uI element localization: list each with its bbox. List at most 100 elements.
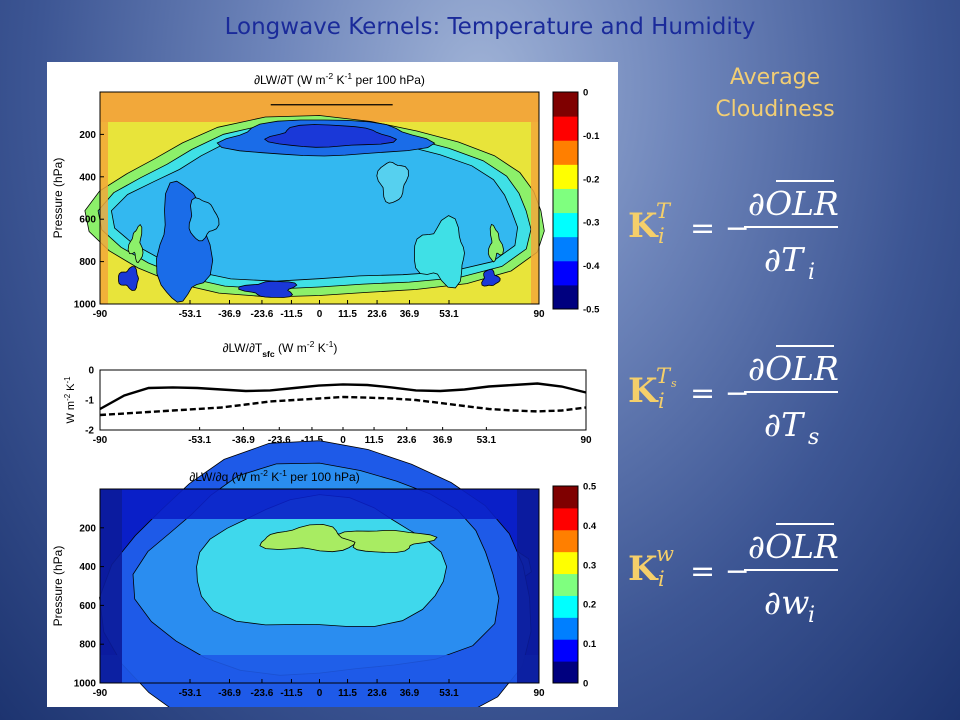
colorbar-tick-label-temperature: -0.4 [583,261,600,272]
line-series-dashed [99,395,587,417]
colorbar-tick-label-temperature: 0 [583,88,588,99]
panel-title-temperature: ∂LW/∂T (W m-2 K-1 per 100 hPa) [254,71,425,87]
heatmap-humidity [99,440,539,707]
numerator: ∂OLR [748,527,839,566]
y-tick-label-surface: 0 [88,366,94,377]
kernel-superscript: T [656,199,672,223]
y-axis-label-surface: W m-2 K-1 [63,376,78,424]
y-tick-label-temperature: 400 [79,172,96,183]
y-tick-label-surface: -1 [85,396,94,407]
kernel-subscript: i [658,567,665,591]
y-axis-label-humidity: Pressure (hPa) [51,546,65,627]
colorbar-tick-label-humidity: 0.3 [583,560,596,571]
x-tick-label-surface: 0 [340,435,346,446]
equals-minus: = − [690,554,750,589]
x-tick-label-surface: 90 [580,435,592,446]
contour-level-0.20 [487,223,505,263]
y-tick-label-humidity: 1000 [74,679,97,690]
denominator-subscript: i [808,603,815,628]
x-tick-label-humidity: -36.9 [218,688,241,699]
plot-frame-surface [99,369,587,431]
contour-level-0.40 [238,280,298,298]
x-tick-label-humidity: 36.9 [400,688,420,699]
y-tick-label-temperature: 800 [79,257,96,268]
colorbar-swatch-humidity [553,617,578,640]
kernel-figure: -90 -53.1 -36.9 -23.6 -11.5 0 11.5 23.6 36.9 53.1… [47,62,618,707]
x-tick-label-temperature: 11.5 [338,309,357,320]
denominator-subscript: s [808,425,819,450]
colorbar-swatch-temperature [553,236,578,262]
x-tick-label-temperature: 0 [317,309,323,320]
colorbar-swatch-humidity [553,507,578,531]
kernel-symbol: K [628,549,659,589]
colorbar-tick-label-temperature: -0.2 [583,174,599,185]
x-tick-label-humidity: 11.5 [338,688,357,699]
numerator: ∂OLR [748,184,839,223]
contour-edge-right [517,489,539,683]
kernel-superscript: w [656,542,674,566]
denominator-subscript: i [808,260,815,285]
x-tick-label-humidity: 90 [533,688,545,699]
contour-edge-left [100,92,108,304]
x-tick-label-humidity: -11.5 [280,688,303,699]
equals-minus: = − [690,376,750,411]
contour-level-0.30 [188,197,220,242]
x-tick-label-temperature: -23.6 [251,309,274,320]
x-tick-label-humidity: -23.6 [251,688,274,699]
y-tick-label-humidity: 400 [79,562,96,573]
y-tick-label-temperature: 1000 [74,300,97,311]
subtitle: Average Cloudiness [690,62,860,126]
colorbar-swatch-humidity [553,595,578,618]
contour-level-0.40 [263,124,398,148]
x-tick-label-surface: 53.1 [477,435,497,446]
colorbar-swatch-temperature [553,116,578,141]
line-series-solid [99,382,587,411]
x-tick-label-humidity: -53.1 [179,688,202,699]
x-tick-label-surface: -53.1 [188,435,211,446]
x-tick-label-surface: -36.9 [232,435,255,446]
colorbar-frame-temperature [552,91,579,310]
x-tick-label-temperature: -53.1 [179,309,202,320]
colorbar-tick-label-humidity: 0.4 [583,521,597,532]
x-tick-label-humidity: -90 [93,688,108,699]
colorbar-swatch-humidity [553,661,578,684]
equals-minus: = − [690,211,750,246]
colorbar-tick-label-humidity: 0.1 [583,639,597,650]
kernel-subscript: i [658,224,665,248]
x-tick-label-temperature: 36.9 [400,309,420,320]
x-tick-label-temperature: -11.5 [280,309,303,320]
y-tick-label-humidity: 200 [79,523,96,534]
colorbar-tick-label-temperature: -0.1 [583,131,600,142]
y-tick-label-humidity: 600 [79,601,96,612]
kernel-superscript: T [656,364,672,388]
colorbar-swatch-temperature [553,284,578,310]
panel-title-humidity: ∂LW/∂q (W m-2 K-1 per 100 hPa) [189,468,359,484]
colorbar-frame-humidity [552,485,579,684]
contour-band-bottom [100,655,539,683]
kernel-superscript-sub: s [671,377,677,390]
heatmap-temperature [84,92,545,304]
y-tick-label-surface: -2 [85,426,94,437]
colorbar-swatch-humidity [553,639,578,662]
colorbar-swatch-humidity [553,573,578,596]
denominator: ∂w [764,583,809,622]
colorbar-tick-label-humidity: 0.2 [583,600,596,611]
kernel-symbol: K [628,371,659,411]
equation-humidity-svg: Kwi = −∂OLR∂wi [628,523,839,628]
equation-temperature-svg: KTi = −∂OLR∂T i [628,180,839,285]
equation-surface-svg: KT si = −∂OLR∂T s [628,345,839,450]
x-tick-label-surface: -23.6 [268,435,291,446]
x-tick-label-surface: 23.6 [397,435,417,446]
subtitle-line-2: Cloudiness [715,97,835,122]
figure-svg: -90 -53.1 -36.9 -23.6 -11.5 0 11.5 23.6 36.9 53.1… [51,71,600,707]
y-tick-label-temperature: 200 [79,130,96,141]
y-tick-label-temperature: 600 [79,215,96,226]
contour-level-0.28 [376,161,409,204]
x-tick-label-temperature: -36.9 [218,309,241,320]
contour-level-0.40 [118,266,139,291]
x-tick-label-temperature: -90 [93,309,108,320]
contour-level-0.40 [481,268,501,287]
contour-edge-right [531,92,539,304]
